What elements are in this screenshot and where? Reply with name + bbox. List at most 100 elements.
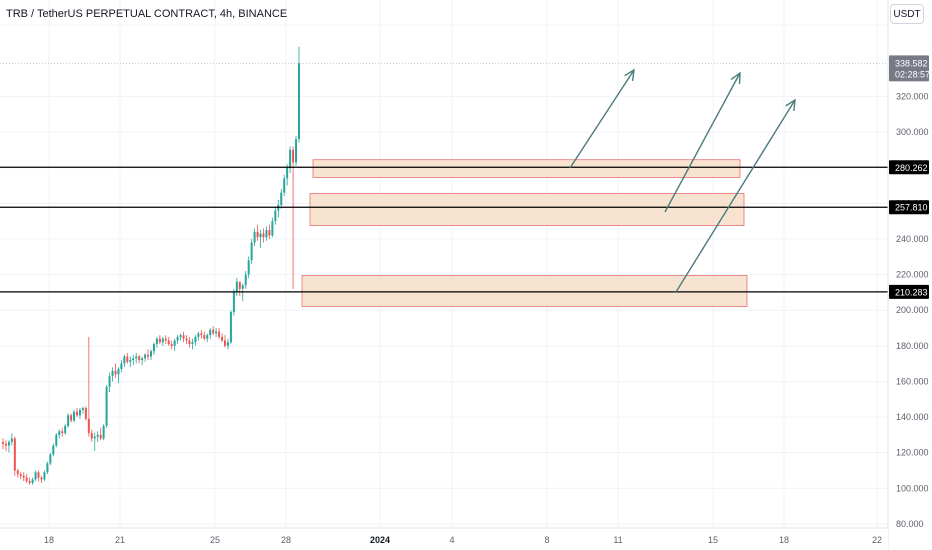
candle-body[interactable] — [182, 335, 185, 339]
candle-body[interactable] — [108, 376, 111, 387]
support-zone[interactable] — [312, 159, 741, 178]
candle-body[interactable] — [203, 335, 206, 339]
candle-body[interactable] — [265, 230, 268, 238]
candle-body[interactable] — [52, 445, 55, 455]
candle-body[interactable] — [224, 340, 226, 346]
candle-body[interactable] — [147, 354, 150, 357]
candle-body[interactable] — [55, 434, 58, 446]
candle-body[interactable] — [158, 338, 161, 343]
candle-body[interactable] — [76, 411, 78, 416]
candle-body[interactable] — [105, 386, 108, 426]
candle-body[interactable] — [197, 333, 200, 337]
candle-body[interactable] — [283, 178, 286, 193]
candle-body[interactable] — [138, 356, 141, 361]
candle-body[interactable] — [238, 281, 241, 289]
candle-body[interactable] — [99, 434, 102, 439]
candle-body[interactable] — [209, 329, 212, 336]
candle-body[interactable] — [292, 149, 295, 163]
candle-body[interactable] — [132, 358, 135, 361]
candle-body[interactable] — [250, 242, 253, 261]
candle-body[interactable] — [87, 418, 90, 434]
candle-body[interactable] — [194, 336, 197, 343]
candle-body[interactable] — [215, 331, 218, 334]
candle-body[interactable] — [280, 192, 283, 206]
candle-body[interactable] — [135, 356, 138, 359]
candle-body[interactable] — [126, 356, 129, 362]
candle-body[interactable] — [28, 481, 31, 483]
candle-body[interactable] — [218, 331, 221, 337]
candle-body[interactable] — [152, 344, 155, 352]
candle-body[interactable] — [129, 360, 132, 362]
candle-body[interactable] — [167, 340, 170, 345]
candle-body[interactable] — [123, 356, 126, 364]
candle-body[interactable] — [286, 167, 289, 179]
candle-body[interactable] — [37, 472, 40, 478]
candle-body[interactable] — [64, 425, 67, 434]
candle-body[interactable] — [90, 433, 93, 439]
candle-body[interactable] — [185, 338, 188, 341]
candle-body[interactable] — [176, 336, 179, 341]
candle-body[interactable] — [16, 470, 19, 475]
candle-body[interactable] — [93, 436, 96, 439]
candle-body[interactable] — [259, 233, 262, 238]
candle-body[interactable] — [235, 281, 238, 293]
candle-body[interactable] — [161, 338, 164, 343]
support-zone[interactable] — [301, 275, 748, 308]
candle-body[interactable] — [229, 311, 232, 343]
candle-body[interactable] — [244, 274, 247, 286]
candle-body[interactable] — [173, 340, 176, 346]
candle-body[interactable] — [170, 344, 173, 346]
candle-body[interactable] — [191, 342, 194, 345]
candle-body[interactable] — [49, 454, 52, 464]
candle-body[interactable] — [298, 63, 300, 140]
candle-body[interactable] — [256, 231, 259, 238]
candle-body[interactable] — [289, 149, 292, 168]
candle-body[interactable] — [81, 408, 84, 410]
candle-body[interactable] — [221, 336, 224, 341]
candle-body[interactable] — [34, 472, 37, 480]
candle-body[interactable] — [271, 221, 274, 236]
candle-body[interactable] — [70, 415, 73, 421]
candle-body[interactable] — [58, 431, 61, 435]
candle-body[interactable] — [73, 411, 76, 421]
candle-body[interactable] — [7, 441, 10, 446]
candle-body[interactable] — [179, 335, 182, 337]
price-axis[interactable] — [888, 0, 932, 550]
candle-body[interactable] — [96, 434, 99, 437]
candle-body[interactable] — [10, 438, 13, 442]
candle-body[interactable] — [22, 475, 25, 478]
currency-button[interactable]: USDT — [890, 4, 924, 24]
candle-body[interactable] — [67, 415, 70, 426]
candle-body[interactable] — [43, 472, 46, 480]
candle-body[interactable] — [4, 443, 7, 446]
candle-body[interactable] — [164, 338, 167, 341]
candle-body[interactable] — [241, 285, 244, 289]
candle-body[interactable] — [61, 431, 64, 434]
candle-body[interactable] — [155, 338, 158, 345]
trend-arrow-line[interactable] — [569, 69, 635, 169]
candle-body[interactable] — [78, 409, 81, 416]
trend-arrow-line[interactable] — [675, 99, 796, 293]
candle-body[interactable] — [120, 363, 123, 369]
candle-body[interactable] — [141, 358, 144, 361]
candle-body[interactable] — [253, 231, 256, 243]
candle-body[interactable] — [212, 329, 215, 334]
candle-body[interactable] — [262, 233, 265, 238]
candle-body[interactable] — [13, 438, 16, 471]
candle-body[interactable] — [268, 230, 271, 236]
candle-body[interactable] — [247, 260, 250, 275]
candle-body[interactable] — [117, 368, 120, 375]
candle-body[interactable] — [25, 477, 28, 482]
candle-body[interactable] — [232, 292, 235, 312]
support-zone[interactable] — [309, 193, 745, 227]
time-axis[interactable] — [0, 528, 888, 550]
candle-body[interactable] — [188, 340, 191, 345]
candle-body[interactable] — [31, 479, 34, 483]
candle-body[interactable] — [46, 463, 49, 473]
trend-arrow-line[interactable] — [664, 72, 741, 213]
candle-body[interactable] — [206, 335, 209, 339]
candle-body[interactable] — [84, 408, 87, 419]
candle-body[interactable] — [150, 351, 152, 357]
